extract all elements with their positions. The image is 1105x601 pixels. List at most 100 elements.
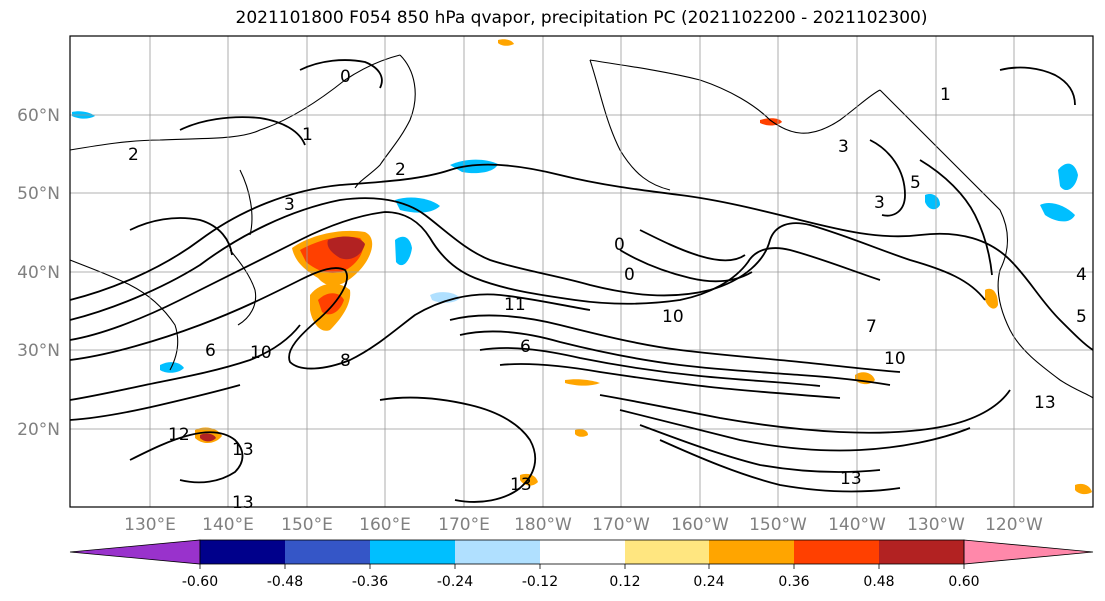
contour-line bbox=[639, 424, 881, 473]
contour-label: 3 bbox=[838, 137, 849, 157]
colorbar-extend-min bbox=[69, 539, 201, 565]
colorbar-segment bbox=[285, 540, 370, 564]
map-background bbox=[70, 36, 1093, 507]
lon-label: 150°W bbox=[749, 515, 807, 535]
precip-positive-area bbox=[498, 39, 514, 46]
coastline-sakhalin bbox=[239, 169, 253, 236]
contour-label: 6 bbox=[205, 341, 216, 361]
colorbar-segment bbox=[794, 540, 879, 564]
contour-line bbox=[179, 116, 306, 146]
contour-label: 13 bbox=[1034, 393, 1056, 413]
precipitation-fills bbox=[72, 39, 1092, 495]
contour-line bbox=[459, 330, 891, 386]
contour-line bbox=[619, 249, 753, 283]
colorbar-segment bbox=[709, 540, 794, 564]
colorbar-segments bbox=[69, 539, 1094, 565]
contour-label: 10 bbox=[662, 307, 684, 327]
gridlines bbox=[70, 36, 1093, 507]
contour-label: 10 bbox=[250, 343, 272, 363]
colorbar-tick-label: 0.60 bbox=[948, 574, 979, 590]
colorbar-segment bbox=[370, 540, 455, 564]
colorbar-segment bbox=[200, 540, 285, 564]
contour-line bbox=[919, 159, 993, 276]
contour-label: 3 bbox=[284, 195, 295, 215]
lat-label: 30°N bbox=[17, 341, 60, 361]
contour-label: 0 bbox=[624, 265, 635, 285]
colorbar-ticks bbox=[199, 564, 965, 569]
colorbar-tick-label: 0.12 bbox=[609, 574, 640, 590]
contour-label: 5 bbox=[910, 173, 921, 193]
lon-label: 160°E bbox=[359, 515, 411, 535]
qvapor-contours bbox=[69, 59, 1094, 503]
contour-label: 1 bbox=[302, 125, 313, 145]
colorbar-tick-label: -0.24 bbox=[437, 574, 473, 590]
lon-label: 130°E bbox=[124, 515, 176, 535]
precip-positive-area bbox=[985, 288, 998, 309]
lon-label: 180°W bbox=[514, 515, 572, 535]
contour-line bbox=[449, 314, 901, 373]
colorbar-tick-label: 0.48 bbox=[863, 574, 894, 590]
colorbar-outline bbox=[199, 539, 965, 565]
coastline-asia bbox=[69, 54, 401, 151]
coastline-north-america bbox=[879, 89, 1094, 399]
contour-label: 0 bbox=[340, 67, 351, 87]
lon-label: 140°E bbox=[202, 515, 254, 535]
contour-label: 13 bbox=[510, 475, 532, 495]
precip-positive-area bbox=[200, 433, 216, 442]
contour-labels: 2 1 0 3 2 3 3 5 10 13 12 13 13 0 0 6 10 … bbox=[128, 67, 1087, 513]
lat-label: 60°N bbox=[17, 106, 60, 126]
contour-label: 7 bbox=[866, 317, 877, 337]
colorbar-tick-label: 0.36 bbox=[778, 574, 809, 590]
coastline-japan bbox=[229, 249, 257, 326]
contour-label: 8 bbox=[340, 351, 351, 371]
contour-label: 11 bbox=[504, 295, 526, 315]
contour-line bbox=[69, 211, 881, 341]
lat-label: 40°N bbox=[17, 263, 60, 283]
lon-label: 160°W bbox=[671, 515, 729, 535]
precip-negative-area bbox=[160, 362, 184, 373]
contour-line bbox=[499, 363, 841, 399]
contour-line bbox=[129, 431, 244, 484]
precip-negative-area bbox=[395, 236, 412, 266]
coastline-alaska bbox=[589, 59, 881, 134]
lon-label: 150°E bbox=[281, 515, 333, 535]
contour-label: 13 bbox=[232, 440, 254, 460]
precip-extreme-positive-area bbox=[327, 236, 365, 260]
precip-negative-area bbox=[430, 292, 460, 303]
map-panel: 2 1 0 3 2 3 3 5 10 13 12 13 13 0 0 6 10 … bbox=[69, 35, 1094, 513]
precip-positive-area bbox=[575, 429, 588, 437]
map-title: 2021101800 F054 850 hPa qvapor, precipit… bbox=[235, 8, 928, 28]
contour-label: 10 bbox=[884, 349, 906, 369]
lon-label: 120°W bbox=[985, 515, 1043, 535]
contour-line bbox=[69, 384, 241, 421]
lat-label: 20°N bbox=[17, 420, 60, 440]
contour-line bbox=[619, 409, 971, 452]
longitude-labels: 130°E 140°E 150°E 160°E 170°E 180°W 170°… bbox=[124, 515, 1043, 535]
contour-line bbox=[69, 163, 1094, 351]
colorbar-tick-label: -0.60 bbox=[182, 574, 218, 590]
contour-line bbox=[69, 324, 301, 401]
contour-line bbox=[69, 197, 986, 321]
contour-label: 5 bbox=[1076, 307, 1087, 327]
coastline-korea-china bbox=[69, 259, 179, 371]
colorbar-tick-label: -0.36 bbox=[352, 574, 388, 590]
colorbar: -0.60 -0.48 -0.36 -0.24 -0.12 0.12 0.24 … bbox=[69, 539, 1094, 590]
contour-label: 2 bbox=[128, 145, 139, 165]
contour-label: 2 bbox=[395, 160, 406, 180]
contour-label: 6 bbox=[520, 337, 531, 357]
precip-positive-area bbox=[565, 379, 600, 386]
contour-label: 4 bbox=[1076, 265, 1087, 285]
contour-line bbox=[639, 229, 746, 262]
contour-label: 0 bbox=[614, 235, 625, 255]
coastlines bbox=[69, 54, 1094, 399]
colorbar-segment bbox=[540, 540, 625, 564]
contour-line bbox=[659, 439, 901, 493]
precip-positive-area bbox=[760, 118, 782, 126]
contour-line bbox=[69, 267, 591, 370]
contour-label: 12 bbox=[168, 425, 190, 445]
precip-positive-area bbox=[1075, 483, 1092, 495]
coastline-kamchatka bbox=[354, 54, 416, 189]
contour-label: 1 bbox=[940, 85, 951, 105]
